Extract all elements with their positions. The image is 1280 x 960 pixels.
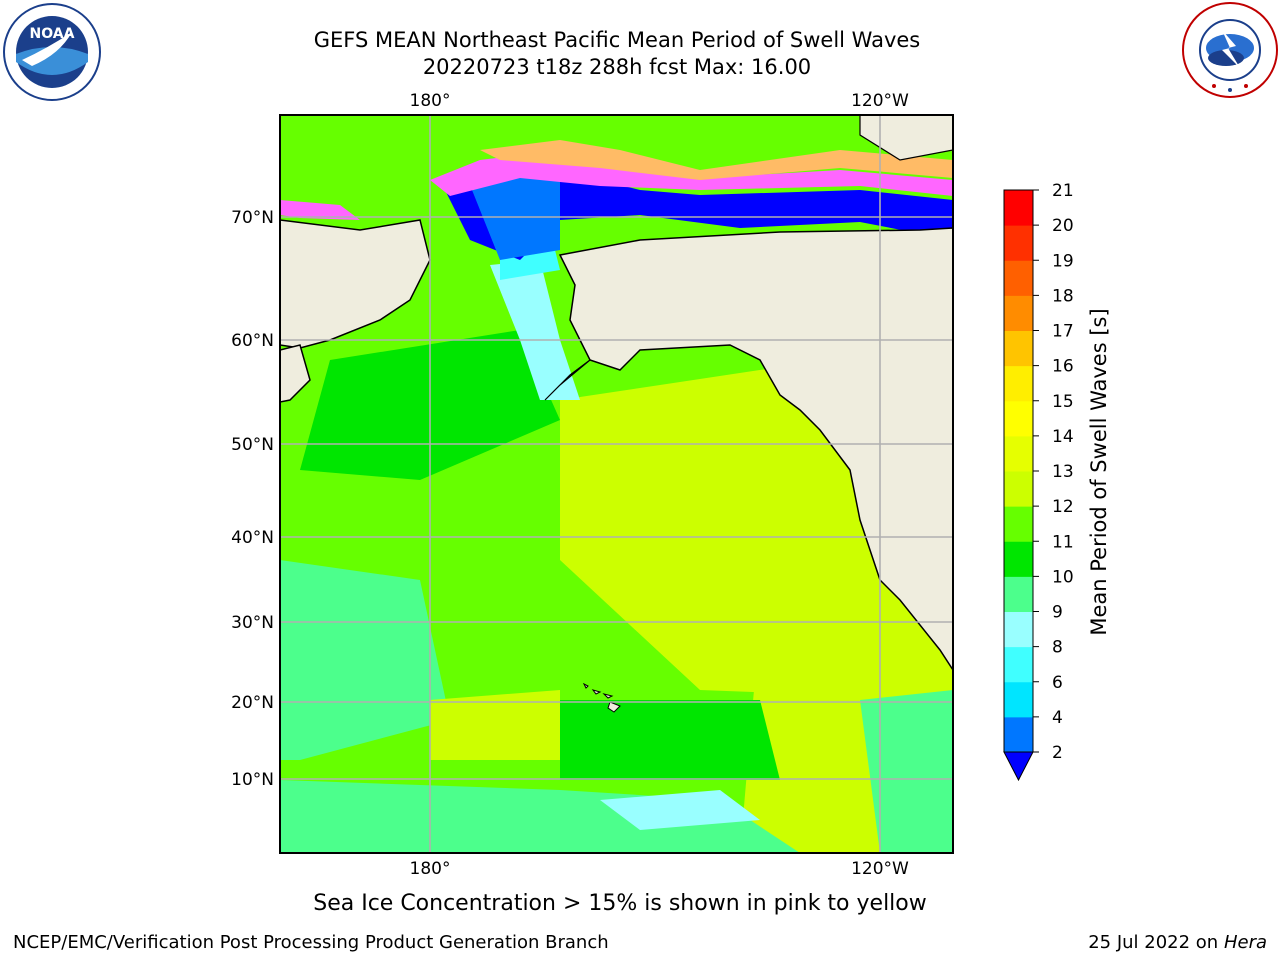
lat-label-20n: 20°N bbox=[231, 693, 274, 713]
colorbar-tick-label: 18 bbox=[1052, 286, 1074, 306]
colorbar-label: Mean Period of Swell Waves [s] bbox=[1087, 308, 1111, 635]
footer-host: Hera bbox=[1223, 932, 1267, 953]
colorbar-segment bbox=[1004, 611, 1033, 648]
colorbar-tick-label: 10 bbox=[1052, 567, 1074, 587]
colorbar-tick-label: 17 bbox=[1052, 322, 1074, 342]
colorbar-tick-label: 2 bbox=[1052, 743, 1063, 763]
lat-label-30n: 30°N bbox=[231, 613, 274, 633]
chart-title-line1: GEFS MEAN Northeast Pacific Mean Period … bbox=[313, 28, 921, 52]
colorbar-extend-triangle bbox=[1003, 751, 1034, 782]
colorbar-tick-label: 20 bbox=[1052, 216, 1074, 236]
noaa-logo: NOAA bbox=[3, 3, 101, 101]
colorbar-segment bbox=[1004, 541, 1033, 577]
colorbar-tick-label: 8 bbox=[1052, 638, 1063, 658]
map-area bbox=[280, 115, 953, 853]
lat-label-50n: 50°N bbox=[231, 435, 274, 455]
colorbar-tick-label: 14 bbox=[1052, 427, 1074, 447]
colorbar-tick-label: 15 bbox=[1052, 392, 1074, 412]
colorbar-tick-label: 4 bbox=[1052, 708, 1063, 728]
footer-left: NCEP/EMC/Verification Post Processing Pr… bbox=[13, 932, 609, 953]
colorbar: 2 4 6 8 9 10 11 12 13 14 15 16 17 18 19 20 21 bbox=[1003, 181, 1074, 782]
footer-right: 25 Jul 2022 on Hera bbox=[1088, 932, 1267, 953]
colorbar-tick-label: 21 bbox=[1052, 181, 1074, 201]
chart-title-line2: 20220723 t18z 288h fcst Max: 16.00 bbox=[422, 55, 812, 79]
colorbar-segment bbox=[1004, 365, 1033, 402]
colorbar-segment bbox=[1004, 646, 1033, 683]
lon-label-bottom-180: 180° bbox=[410, 859, 451, 879]
colorbar-segment bbox=[1004, 681, 1033, 718]
colorbar-segment bbox=[1004, 471, 1033, 507]
lon-label-top-180: 180° bbox=[410, 91, 451, 111]
colorbar-tick-label: 12 bbox=[1052, 497, 1074, 517]
colorbar-segment bbox=[1004, 435, 1033, 472]
footer-date: 25 Jul 2022 on bbox=[1088, 932, 1224, 953]
noaa-logo-text: NOAA bbox=[30, 26, 75, 42]
colorbar-tick-label: 9 bbox=[1052, 603, 1063, 623]
colorbar-segment bbox=[1004, 225, 1033, 261]
colorbar-tick-label: 13 bbox=[1052, 462, 1074, 482]
colorbar-segment bbox=[1004, 295, 1033, 331]
lat-label-60n: 60°N bbox=[231, 331, 274, 351]
colorbar-segment bbox=[1004, 506, 1033, 542]
lon-label-top-120w: 120°W bbox=[851, 91, 909, 111]
colorbar-segment bbox=[1004, 260, 1033, 296]
colorbar-tick-label: 16 bbox=[1052, 357, 1074, 377]
lat-label-40n: 40°N bbox=[231, 528, 274, 548]
colorbar-segment bbox=[1004, 576, 1033, 612]
colorbar-tick-label: 11 bbox=[1052, 532, 1074, 552]
nws-logo bbox=[1182, 2, 1278, 98]
map-frame bbox=[279, 114, 954, 854]
colorbar-segment bbox=[1004, 330, 1033, 367]
colorbar-segment bbox=[1004, 190, 1033, 226]
sea-ice-caption: Sea Ice Concentration > 15% is shown in … bbox=[313, 891, 927, 916]
lat-label-70n: 70°N bbox=[231, 208, 274, 228]
map-gridlines bbox=[280, 115, 953, 853]
colorbar-segment bbox=[1004, 400, 1033, 437]
lon-label-bottom-120w: 120°W bbox=[851, 859, 909, 879]
lat-label-10n: 10°N bbox=[231, 770, 274, 790]
colorbar-tick-label: 6 bbox=[1052, 673, 1063, 693]
colorbar-segment bbox=[1004, 716, 1033, 753]
colorbar-tick-label: 19 bbox=[1052, 251, 1074, 271]
